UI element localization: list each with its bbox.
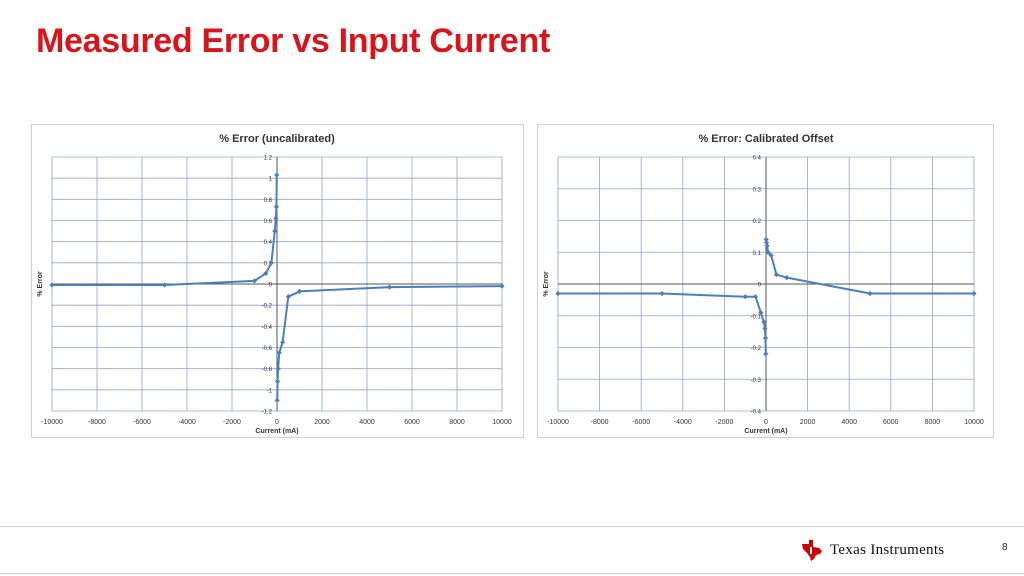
x-tick-label: -10000 [547,419,569,426]
y-tick-label: 0.1 [753,251,762,257]
y-tick-label: 1.2 [264,156,273,162]
y-tick-label: 0.2 [264,261,273,267]
data-point [764,243,770,249]
data-point [386,284,393,290]
y-tick-label: -0.6 [262,346,273,352]
data-point [274,378,281,384]
data-point [763,351,769,357]
x-axis-label: Current (mA) [744,428,787,435]
data-point [161,282,168,288]
y-axis-label: % Error [543,271,550,297]
texas-instruments-logo: Texas Instruments [800,537,944,563]
data-point [276,350,282,356]
data-point [272,228,278,234]
x-tick-label: -2000 [715,419,733,426]
y-tick-label: 0.6 [264,219,273,225]
x-tick-label: 2000 [314,419,330,426]
series-line [558,292,767,354]
slide-title: Measured Error vs Input Current [36,22,551,60]
x-tick-label: 10000 [964,419,984,426]
x-tick-label: 6000 [883,419,899,426]
x-tick-label: 4000 [841,419,857,426]
data-point [274,172,280,178]
page-number: 8 [1002,542,1008,553]
chart-svg: % Error (uncalibrated) -10000 -8000 -6000 -4… [37,133,512,435]
series-line [52,174,278,287]
x-tick-label: -10000 [41,419,63,426]
x-tick-label: -4000 [178,419,196,426]
x-axis-label: Current (mA) [255,428,298,435]
y-tick-label: -0.3 [751,378,762,384]
chart-title: % Error (uncalibrated) [219,133,335,145]
y-tick-label: 1 [269,177,273,183]
data-point [762,325,768,332]
y-tick-label: 0.4 [753,156,762,162]
x-tick-label: 2000 [800,419,816,426]
x-tick-label: -4000 [674,419,692,426]
y-tick-label: -0.4 [751,410,762,416]
data-point [773,271,779,278]
chart-svg: % Error: Calibrated Offset -10000 -8000 -60… [543,133,984,435]
x-tick-label: -8000 [88,419,106,426]
texas-state-icon [802,540,822,561]
data-point [273,204,280,210]
data-point [49,282,55,288]
data-point [659,290,665,297]
logo-text: Texas Instruments [830,541,945,558]
x-tick-label: 8000 [925,419,941,426]
y-tick-label: 0 [758,283,762,289]
x-tick-label: 10000 [492,419,512,426]
x-tick-label: 8000 [449,419,465,426]
y-tick-label: 0.3 [753,187,762,193]
x-tick-label: 0 [764,419,768,426]
y-tick-label: -0.2 [751,346,762,352]
data-point [971,290,977,297]
series-line [276,285,503,401]
data-point [753,294,759,300]
data-point [251,278,258,284]
y-tick-label: -0.4 [262,325,273,331]
chart-calibrated-offset: % Error: Calibrated Offset -10000 -8000 -60… [537,124,994,438]
data-point [555,290,561,297]
y-tick-label: -0.2 [262,304,273,310]
data-point [784,275,790,281]
data-point [274,397,280,404]
data-point [263,270,269,277]
data-point [285,294,291,300]
y-tick-label: -1.2 [262,410,273,416]
chart-uncalibrated: % Error (uncalibrated) -10000 -8000 -6000 -4… [31,124,524,438]
y-tick-label: 0.8 [264,198,273,204]
x-tick-label: -8000 [591,419,609,426]
chart-title: % Error: Calibrated Offset [698,133,833,145]
x-tick-label: -2000 [223,419,241,426]
x-tick-label: -6000 [133,419,151,426]
y-axis-label: % Error [37,271,44,297]
y-tick-label: 0.2 [753,219,762,225]
y-tick-label: 0 [269,283,273,289]
footer-bar: Texas Instruments 8 [0,526,1024,574]
y-tick-label: 0.4 [264,240,273,246]
data-point [280,339,286,345]
y-tick-label: -0.1 [751,314,762,320]
data-point [268,260,274,266]
data-point [275,366,281,372]
x-tick-label: 0 [275,419,279,426]
data-point [867,290,873,297]
x-tick-label: 6000 [404,419,420,426]
x-tick-label: -6000 [632,419,650,426]
data-point [763,236,769,243]
y-tick-label: -0.8 [262,367,273,373]
series-line [765,239,974,295]
x-tick-label: 4000 [359,419,375,426]
y-tick-label: -1 [267,388,273,394]
data-point [296,288,303,295]
data-point [762,335,769,341]
data-point [742,294,748,300]
data-point [273,215,279,221]
